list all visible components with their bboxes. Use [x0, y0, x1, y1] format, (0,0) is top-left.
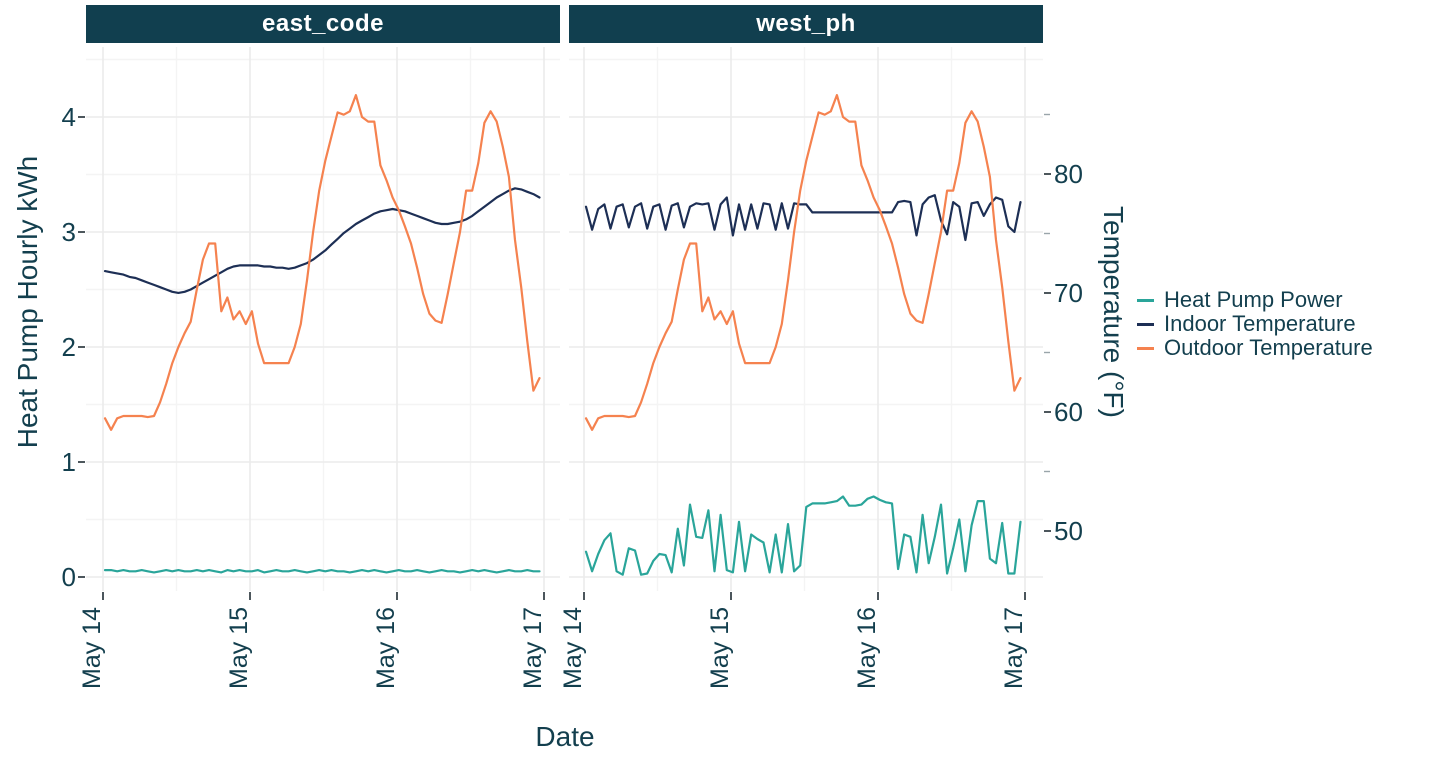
x-tick-west-may16: May 16	[853, 607, 881, 689]
x-axis-title: Date	[535, 721, 595, 752]
facet-strip-east-code: east_code	[86, 5, 560, 43]
legend-swatch-outdoor-temperature	[1137, 346, 1154, 350]
y-axis-right-title: Temperature (°F)	[1098, 206, 1129, 418]
x-tick-east-may16: May 16	[372, 607, 400, 689]
y-right-tick-50: 50	[1054, 516, 1083, 546]
x-tick-east-may14: May 14	[78, 607, 106, 689]
x-tick-east-may17: May 17	[519, 607, 547, 689]
y-left-tick-1: 1	[61, 447, 76, 477]
y-right-tick-80: 80	[1054, 159, 1083, 189]
series-line-outdoor-temperature	[584, 93, 1022, 431]
y-left-tick-4: 4	[61, 102, 76, 132]
facet-strip-west-ph: west_ph	[569, 5, 1043, 43]
series-line-heat-pump-power	[103, 568, 541, 574]
y-axis-left-title: Heat Pump Hourly kWh	[12, 155, 43, 449]
facet-strip-label: west_ph	[756, 10, 856, 37]
legend-label: Outdoor Temperature	[1164, 335, 1373, 360]
series-line-heat-pump-power	[584, 495, 1022, 576]
x-tick-west-may15: May 15	[706, 607, 734, 689]
legend-item-indoor-temperature: Indoor Temperature	[1137, 311, 1373, 336]
y-left-tick-0: 0	[61, 562, 76, 592]
series-line-indoor-temperature	[584, 194, 1022, 242]
legend-swatch-heat-pump-power	[1137, 298, 1154, 302]
x-tick-west-may17: May 17	[1000, 607, 1028, 689]
facet-strip-label: east_code	[262, 10, 384, 37]
y-left-tick-2: 2	[61, 332, 76, 362]
legend-label: Heat Pump Power	[1164, 287, 1343, 312]
legend-item-heat-pump-power: Heat Pump Power	[1137, 287, 1373, 312]
y-right-tick-70: 70	[1054, 278, 1083, 308]
y-right-tick-60: 60	[1054, 397, 1083, 427]
series-line-indoor-temperature	[103, 187, 541, 294]
y-left-tick-3: 3	[61, 217, 76, 247]
legend-swatch-indoor-temperature	[1137, 322, 1154, 326]
legend: Heat Pump Power Indoor Temperature Outdo…	[1137, 287, 1373, 360]
legend-label: Indoor Temperature	[1164, 311, 1356, 336]
series-line-outdoor-temperature	[103, 93, 541, 431]
x-tick-west-may14: May 14	[559, 607, 587, 689]
legend-item-outdoor-temperature: Outdoor Temperature	[1137, 335, 1373, 360]
x-tick-east-may15: May 15	[225, 607, 253, 689]
